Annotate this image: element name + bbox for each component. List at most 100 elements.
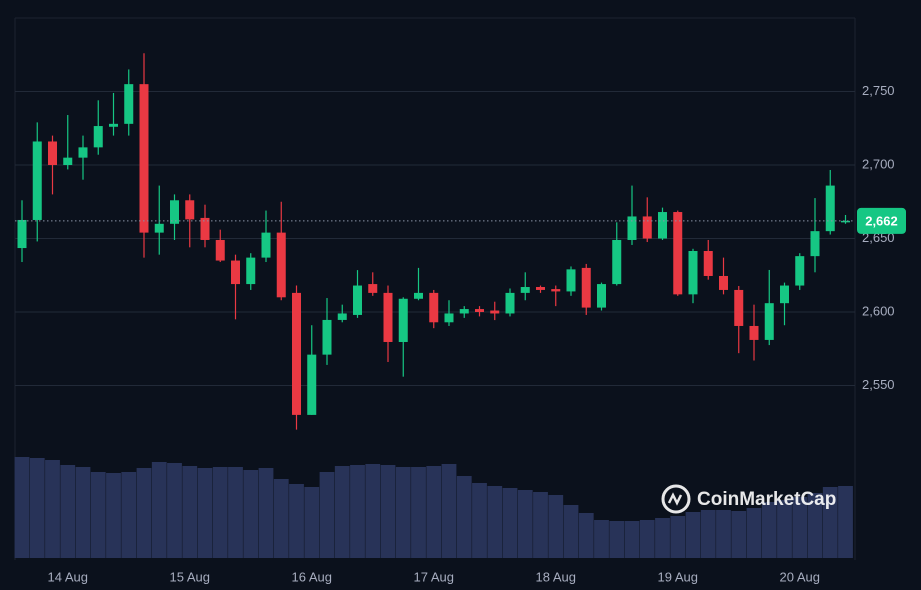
candle-body xyxy=(93,126,103,148)
volume-bar xyxy=(45,460,60,558)
volume-bar xyxy=(716,510,731,558)
candle-body xyxy=(383,292,393,342)
volume-bar xyxy=(75,467,91,558)
volume-bar xyxy=(212,467,228,558)
volume-bar xyxy=(121,472,137,558)
candle-body xyxy=(322,319,332,355)
candle-body xyxy=(414,292,423,299)
candle-body xyxy=(825,185,835,232)
volume-bar xyxy=(258,468,274,558)
volume-bar xyxy=(228,467,243,558)
volume-bar xyxy=(273,479,289,558)
candle-body xyxy=(17,219,27,249)
volume-bar xyxy=(197,468,213,558)
candle-body xyxy=(200,217,210,240)
volume-bar xyxy=(319,472,335,558)
x-tick-label: 18 Aug xyxy=(536,569,577,584)
volume-bar xyxy=(167,463,182,558)
candle-body xyxy=(627,216,637,240)
candle-body xyxy=(307,354,317,415)
candle-body xyxy=(566,269,576,292)
watermark-text: CoinMarketCap xyxy=(697,489,836,510)
candle-body xyxy=(658,212,667,239)
candle-body xyxy=(536,287,545,290)
candle-body xyxy=(505,292,515,314)
candle-body xyxy=(261,232,271,258)
candle-body xyxy=(719,275,728,290)
candle-body xyxy=(78,147,88,158)
volume-bar xyxy=(563,505,579,558)
volume-bar xyxy=(60,465,76,558)
candle-body xyxy=(841,220,850,223)
candle-body xyxy=(475,309,484,312)
candle-body xyxy=(581,267,591,308)
candle-body xyxy=(429,292,439,323)
volume-bar xyxy=(609,521,625,558)
x-tick-label: 16 Aug xyxy=(292,569,333,584)
volume-bar xyxy=(365,464,381,558)
candle-body xyxy=(795,256,805,286)
candle-body xyxy=(276,232,286,298)
candle-body xyxy=(749,325,759,340)
volume-bar xyxy=(106,473,121,558)
volume-bar xyxy=(578,513,594,558)
candle-body xyxy=(109,123,118,127)
candle-body xyxy=(612,239,622,285)
candle-body xyxy=(292,292,301,415)
x-tick-label: 14 Aug xyxy=(48,569,89,584)
y-tick-label: 2,550 xyxy=(862,377,895,392)
volume-bar xyxy=(182,466,198,558)
volume-bar xyxy=(624,521,640,558)
volume-bar xyxy=(807,493,823,558)
candle-body xyxy=(398,298,408,342)
volume-bar xyxy=(151,462,167,558)
y-tick-label: 2,600 xyxy=(862,303,895,318)
volume-bar xyxy=(136,468,152,558)
candles xyxy=(15,53,855,430)
volume-bar xyxy=(14,457,30,558)
volume-bar xyxy=(289,484,304,558)
last-price-label: 2,662 xyxy=(865,213,898,228)
volume-bar xyxy=(517,490,533,558)
volume-bar xyxy=(334,466,350,558)
volume-bar xyxy=(731,511,747,558)
volume-bar xyxy=(502,488,518,558)
volume-bar xyxy=(456,476,472,558)
volume-bar xyxy=(533,492,548,558)
volume-bar xyxy=(670,516,686,558)
volume-bar xyxy=(487,486,503,558)
volume-bar xyxy=(243,470,259,558)
candle-body xyxy=(444,313,454,323)
candle-body xyxy=(353,285,362,315)
volume-bar xyxy=(838,486,853,558)
volume-bar xyxy=(395,467,411,558)
volume-bar xyxy=(411,467,426,558)
volume-bar xyxy=(380,465,396,558)
x-tick-label: 19 Aug xyxy=(658,569,699,584)
candle-body xyxy=(63,157,73,165)
volume-bar xyxy=(655,518,670,558)
candle-body xyxy=(32,141,42,220)
candle-body xyxy=(703,250,713,276)
last-price-badge xyxy=(857,207,906,234)
candle-body xyxy=(231,260,240,285)
candle-body xyxy=(734,289,744,326)
watermark-logo xyxy=(661,484,691,514)
candle-body xyxy=(490,310,500,314)
candle-body xyxy=(810,231,820,257)
candle-body xyxy=(673,212,683,295)
x-tick-label: 17 Aug xyxy=(414,569,455,584)
volume-bar xyxy=(548,495,564,558)
candle-body xyxy=(170,200,179,224)
candle-body xyxy=(185,200,195,220)
candle-body xyxy=(215,239,225,261)
candle-body xyxy=(154,223,164,233)
watermark-logo xyxy=(667,492,683,506)
volume-bar xyxy=(426,466,442,558)
candle-body xyxy=(551,289,561,292)
volume-bar xyxy=(639,520,655,558)
candle-body xyxy=(688,250,698,295)
volume-bar xyxy=(29,458,45,558)
